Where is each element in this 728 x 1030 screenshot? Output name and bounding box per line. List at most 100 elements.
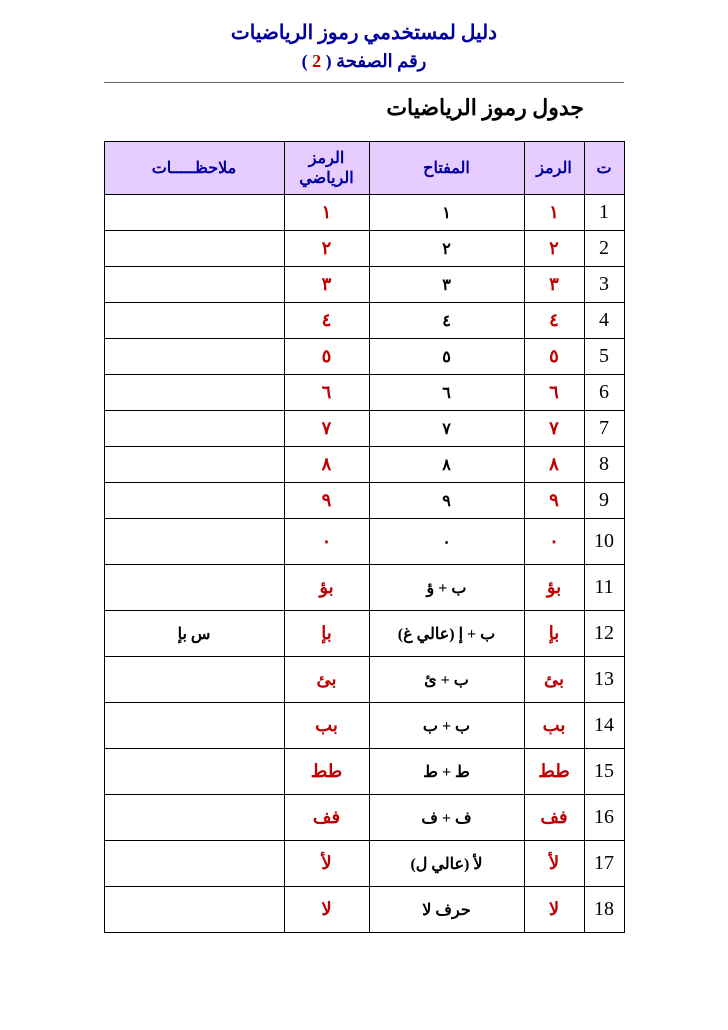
cell-notes [104, 195, 284, 231]
cell-symbol: ٢ [524, 231, 584, 267]
table-row: 14ببب + ببب [104, 703, 624, 749]
cell-idx: 13 [584, 657, 624, 703]
table-row: 8٨٨٨ [104, 447, 624, 483]
table-row: 16ففف + ففف [104, 795, 624, 841]
cell-idx: 3 [584, 267, 624, 303]
cell-math-symbol: بئ [284, 657, 369, 703]
cell-key: ٤ [369, 303, 524, 339]
table-row: 9٩٩٩ [104, 483, 624, 519]
cell-math-symbol: لأ [284, 841, 369, 887]
table-row: 13بئب + ئبئ [104, 657, 624, 703]
table-row: 17لألأ (عالي ل)لأ [104, 841, 624, 887]
cell-symbol: ٧ [524, 411, 584, 447]
cell-idx: 15 [584, 749, 624, 795]
cell-notes [104, 519, 284, 565]
cell-math-symbol: ٥ [284, 339, 369, 375]
cell-notes [104, 795, 284, 841]
table-row: 5٥٥٥ [104, 339, 624, 375]
cell-math-symbol: بب [284, 703, 369, 749]
cell-math-symbol: ٢ [284, 231, 369, 267]
cell-math-symbol: طط [284, 749, 369, 795]
table-row: 11بؤب + ؤبؤ [104, 565, 624, 611]
cell-math-symbol: ٣ [284, 267, 369, 303]
cell-symbol: لأ [524, 841, 584, 887]
cell-symbol: ١ [524, 195, 584, 231]
cell-key: ١ [369, 195, 524, 231]
cell-symbol: ٠ [524, 519, 584, 565]
table-row: 7٧٧٧ [104, 411, 624, 447]
cell-key: ط + ط [369, 749, 524, 795]
cell-idx: 1 [584, 195, 624, 231]
cell-math-symbol: لا [284, 887, 369, 933]
cell-idx: 7 [584, 411, 624, 447]
cell-symbol: بئ [524, 657, 584, 703]
cell-idx: 8 [584, 447, 624, 483]
page-number-open-paren: ( [326, 51, 332, 71]
cell-math-symbol: ٩ [284, 483, 369, 519]
cell-symbol: ٨ [524, 447, 584, 483]
math-symbols-table: ت الرمز المفتاح الرمز الرياضي ملاحظـــــ… [104, 141, 625, 933]
table-row: 10٠٠٠ [104, 519, 624, 565]
cell-idx: 5 [584, 339, 624, 375]
cell-symbol: بإ [524, 611, 584, 657]
cell-math-symbol: ١ [284, 195, 369, 231]
table-row: 15ططط + ططط [104, 749, 624, 795]
cell-symbol: فف [524, 795, 584, 841]
cell-notes [104, 339, 284, 375]
col-header-notes: ملاحظـــــات [104, 142, 284, 195]
cell-notes [104, 411, 284, 447]
cell-notes [104, 749, 284, 795]
cell-math-symbol: ٤ [284, 303, 369, 339]
cell-idx: 18 [584, 887, 624, 933]
cell-idx: 17 [584, 841, 624, 887]
cell-symbol: بب [524, 703, 584, 749]
divider-line [104, 82, 624, 83]
cell-key: ٣ [369, 267, 524, 303]
table-row: 4٤٤٤ [104, 303, 624, 339]
page-number-label: رقم الصفحة [336, 51, 426, 71]
table-row: 1١١١ [104, 195, 624, 231]
cell-idx: 6 [584, 375, 624, 411]
cell-math-symbol: بؤ [284, 565, 369, 611]
table-body: 1١١١2٢٢٢3٣٣٣4٤٤٤5٥٥٥6٦٦٦7٧٧٧8٨٨٨9٩٩٩10٠٠… [104, 195, 624, 933]
page-number-value: 2 [312, 51, 321, 71]
cell-idx: 2 [584, 231, 624, 267]
cell-key: ف + ف [369, 795, 524, 841]
cell-symbol: بؤ [524, 565, 584, 611]
cell-notes: س بإ [104, 611, 284, 657]
cell-key: ٨ [369, 447, 524, 483]
cell-notes [104, 887, 284, 933]
guide-title: دليل لمستخدمي رموز الرياضيات [0, 20, 728, 45]
cell-key: ٥ [369, 339, 524, 375]
cell-idx: 16 [584, 795, 624, 841]
cell-key: ٢ [369, 231, 524, 267]
cell-notes [104, 841, 284, 887]
cell-symbol: ٦ [524, 375, 584, 411]
table-row: 18لاحرف لالا [104, 887, 624, 933]
cell-math-symbol: بإ [284, 611, 369, 657]
cell-symbol: ٤ [524, 303, 584, 339]
page-number-line: رقم الصفحة ( 2 ) [0, 51, 728, 72]
cell-key: ب + ب [369, 703, 524, 749]
cell-notes [104, 483, 284, 519]
table-row: 6٦٦٦ [104, 375, 624, 411]
cell-key: حرف لا [369, 887, 524, 933]
cell-symbol: ٣ [524, 267, 584, 303]
table-header: ت الرمز المفتاح الرمز الرياضي ملاحظـــــ… [104, 142, 624, 195]
cell-symbol: ٩ [524, 483, 584, 519]
col-header-idx: ت [584, 142, 624, 195]
cell-math-symbol: فف [284, 795, 369, 841]
cell-notes [104, 703, 284, 749]
cell-key: ٩ [369, 483, 524, 519]
cell-idx: 9 [584, 483, 624, 519]
cell-key: ب + ئ [369, 657, 524, 703]
cell-key: ب + إ (عالي غ) [369, 611, 524, 657]
cell-notes [104, 267, 284, 303]
table-row: 12بإب + إ (عالي غ)بإس بإ [104, 611, 624, 657]
page-container: دليل لمستخدمي رموز الرياضيات رقم الصفحة … [0, 20, 728, 933]
cell-notes [104, 657, 284, 703]
cell-key: ب + ؤ [369, 565, 524, 611]
cell-math-symbol: ٦ [284, 375, 369, 411]
cell-key: ٠ [369, 519, 524, 565]
cell-notes [104, 565, 284, 611]
